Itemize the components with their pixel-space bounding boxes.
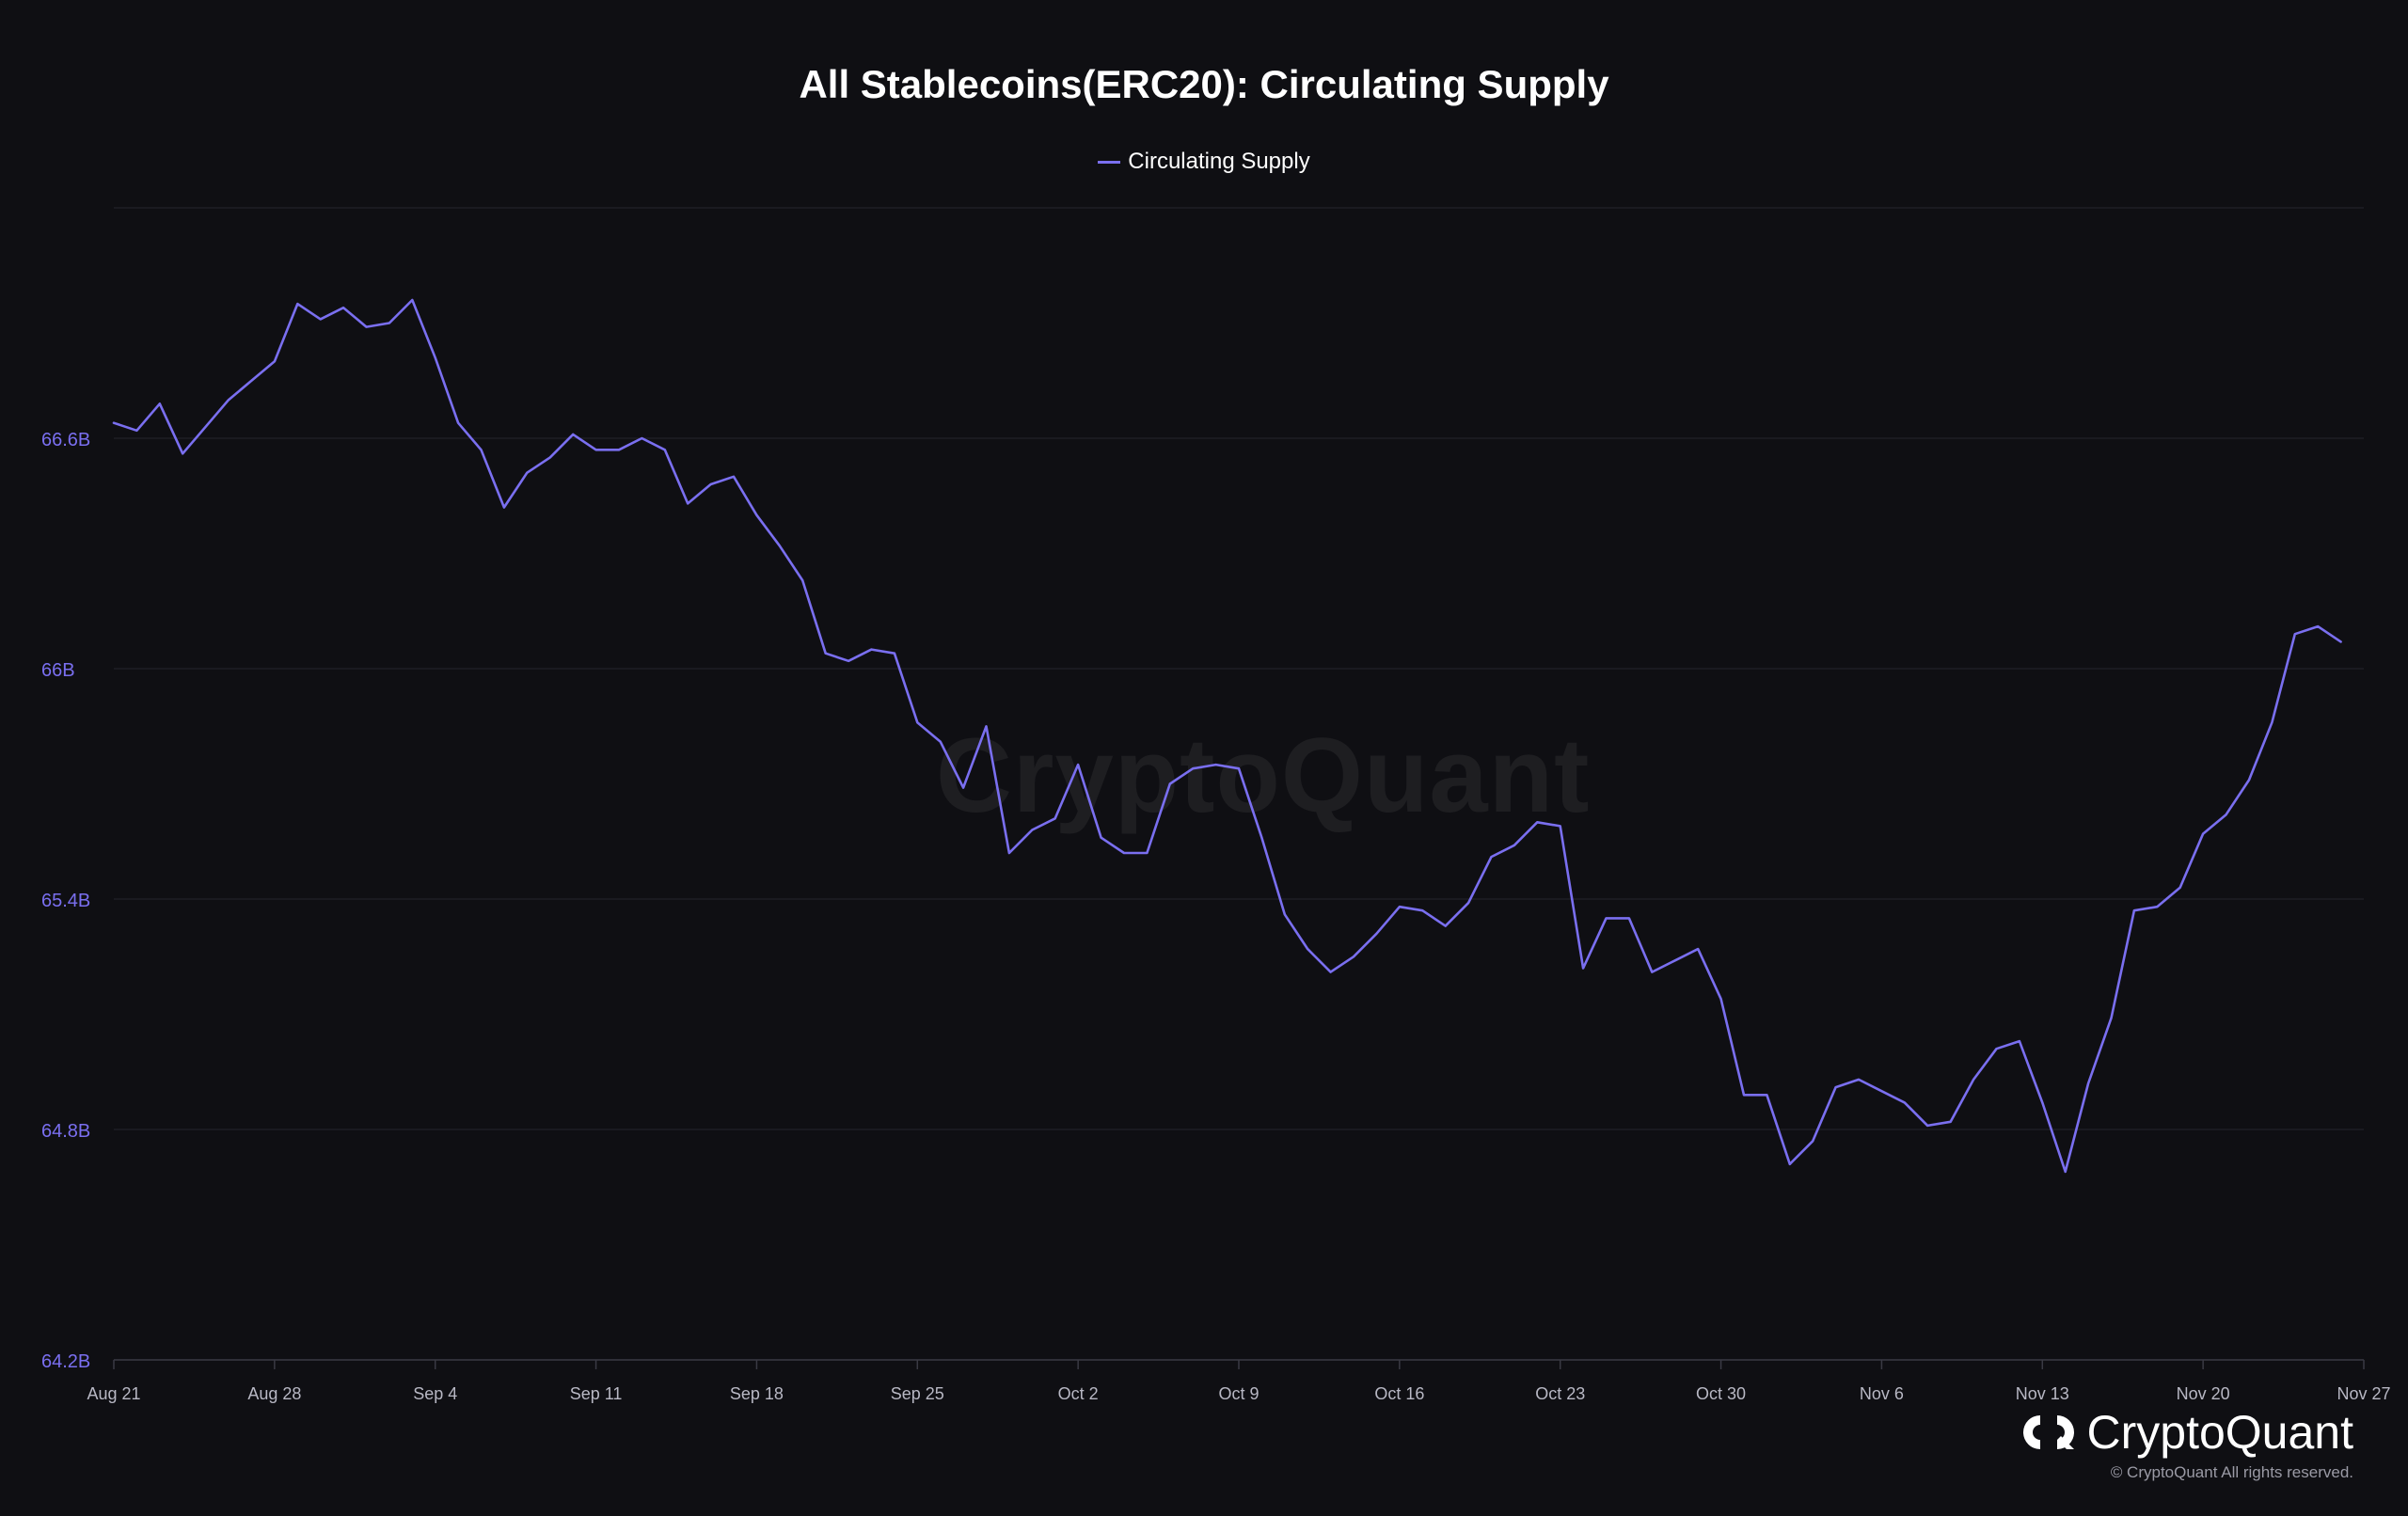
x-tick-label: Aug 28 — [247, 1384, 301, 1403]
chart-legend[interactable]: Circulating Supply — [0, 149, 2408, 175]
x-tick-label: Nov 13 — [2016, 1384, 2069, 1403]
x-tick-label: Sep 11 — [570, 1384, 623, 1403]
x-tick-label: Oct 23 — [1535, 1384, 1585, 1403]
cryptoquant-logo-icon — [2022, 1415, 2074, 1449]
x-tick-label: Aug 21 — [87, 1384, 140, 1403]
x-tick-label: Oct 9 — [1218, 1384, 1259, 1403]
y-tick-label: 66.6B — [41, 430, 90, 450]
series-line-circulating-supply — [112, 298, 2342, 1174]
chart-title: All Stablecoins(ERC20): Circulating Supp… — [799, 62, 1609, 106]
x-tick-label: Oct 30 — [1696, 1384, 1746, 1403]
x-tick-label: Sep 25 — [891, 1384, 944, 1403]
copyright-text: © CryptoQuant All rights reserved. — [2110, 1463, 2353, 1481]
brand-name: CryptoQuant — [2086, 1406, 2353, 1459]
x-tick-label: Oct 2 — [1058, 1384, 1099, 1403]
legend-label: Circulating Supply — [1128, 149, 1310, 174]
y-tick-label: 66B — [41, 660, 75, 681]
x-tick-label: Nov 6 — [1860, 1384, 1904, 1403]
y-tick-label: 64.8B — [41, 1121, 90, 1142]
x-tick-label: Oct 16 — [1374, 1384, 1424, 1403]
x-tick-label: Nov 20 — [2177, 1384, 2230, 1403]
watermark: CryptoQuant — [936, 717, 1591, 834]
brand: CryptoQuant — [2021, 1405, 2353, 1460]
x-tick-label: Nov 27 — [2337, 1384, 2390, 1403]
y-tick-label: 65.4B — [41, 891, 90, 911]
x-tick-label: Sep 18 — [730, 1384, 784, 1403]
legend-swatch — [1098, 160, 1121, 164]
y-tick-label: 64.2B — [41, 1351, 90, 1372]
x-tick-label: Sep 4 — [413, 1384, 457, 1403]
